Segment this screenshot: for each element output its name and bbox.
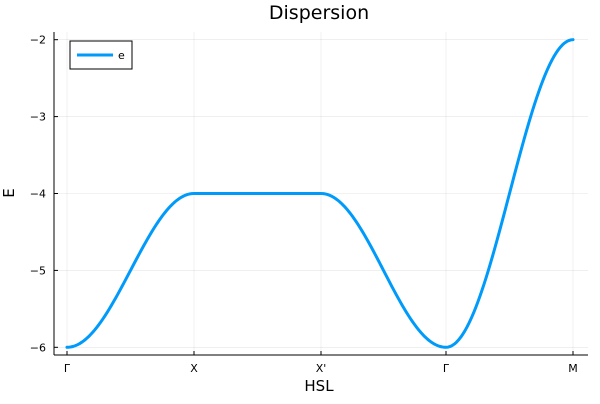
x-tick-label-3: Γ [443,362,450,375]
x-tick-label-2: X' [316,362,327,375]
series-lines [65,38,575,349]
tick-labels: Γ X X' Γ M −6 −5 −4 −3 −2 [30,34,578,375]
y-tick-label-0: −6 [30,341,46,354]
y-tick-label-1: −5 [30,264,46,277]
x-tick-label-4: M [568,362,578,375]
x-tick-label-0: Γ [64,362,71,375]
x-tick-label-1: X [190,362,198,375]
series-line-e [65,38,575,349]
legend-label-e: e [118,49,125,62]
y-tick-label-3: −3 [30,111,46,124]
axes [53,32,588,356]
y-tick-label-4: −2 [30,34,46,47]
chart-title: Dispersion [269,2,369,24]
y-tick-label-2: −4 [30,188,46,201]
legend: e [69,40,133,70]
y-axis-label: E [0,188,18,197]
x-axis-label: HSL [304,377,334,395]
